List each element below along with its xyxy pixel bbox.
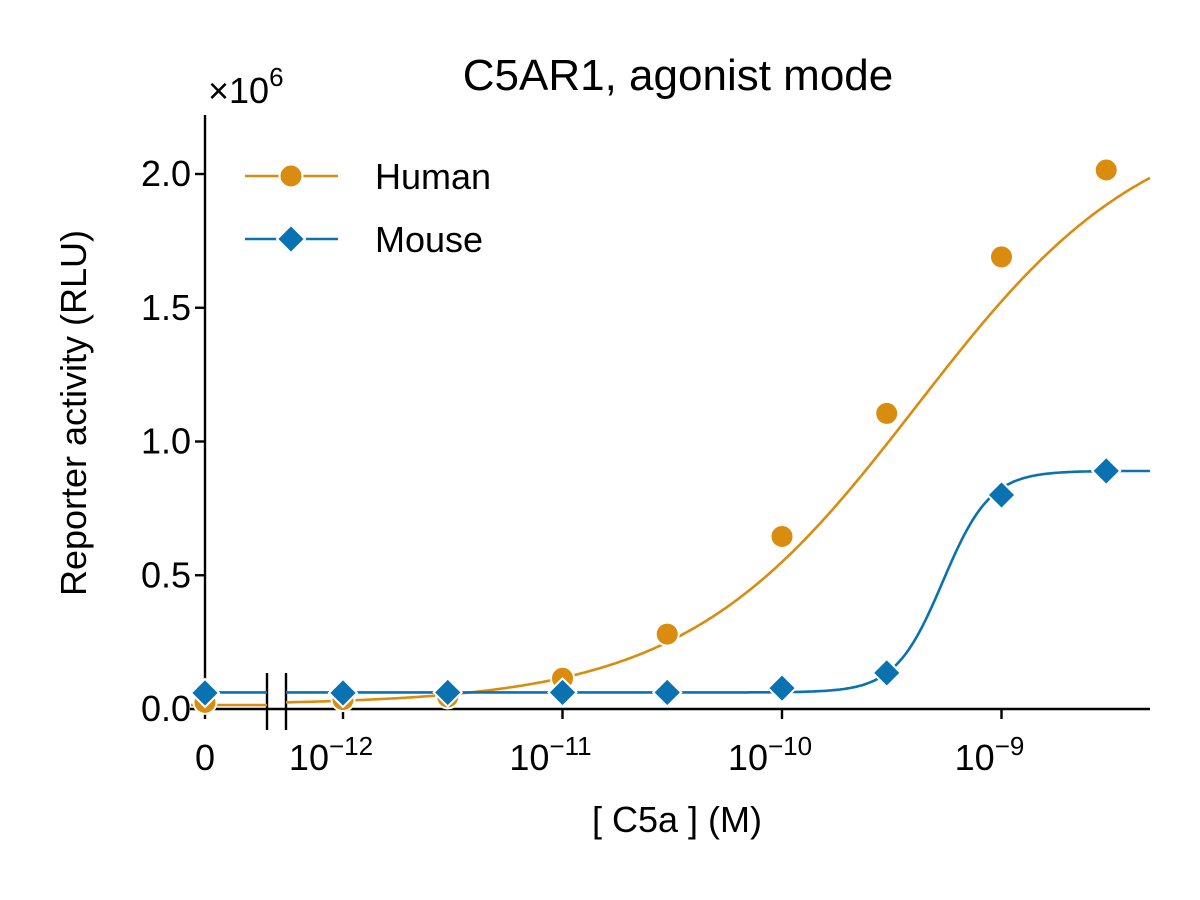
human-data-point <box>1093 157 1119 183</box>
y-tick-label: 1.0 <box>141 421 191 462</box>
x-axis-label: [ C5a ] (M) <box>592 799 762 840</box>
mouse-data-point <box>766 672 798 704</box>
x-tick-label: 10−9 <box>955 731 1025 778</box>
y-axis-label: Reporter activity (RLU) <box>53 230 94 596</box>
legend-label-human: Human <box>375 156 491 197</box>
y-multiplier-base: ×10 <box>208 70 269 111</box>
mouse-fit-curve <box>286 469 1150 694</box>
x-tick-exponent: −11 <box>549 731 591 761</box>
y-tick-label: 0.0 <box>141 688 191 729</box>
x-tick-label: 10−10 <box>728 731 812 778</box>
mouse-data-point <box>432 677 464 708</box>
x-tick-exponent: −9 <box>995 731 1025 761</box>
y-tick-label: 0.5 <box>141 554 191 595</box>
y-multiplier-label: ×106 <box>208 62 284 111</box>
mouse-data-point <box>189 677 221 709</box>
x-tick-base: 10 <box>289 737 329 778</box>
chart-title: C5AR1, agonist mode <box>463 51 893 100</box>
legend: Human Mouse <box>245 156 491 260</box>
y-tick-label: 1.5 <box>141 287 191 328</box>
plot-area: 0.00.51.01.52.00 10−12 10−11 10−10 10−9 <box>141 115 1151 778</box>
y-multiplier-exponent: 6 <box>269 62 283 92</box>
human-data-point <box>989 244 1014 270</box>
x-tick-base: 10 <box>728 737 768 778</box>
mouse-data-point <box>1090 455 1122 487</box>
legend-label-mouse: Mouse <box>375 219 483 260</box>
x-tick-label: 10−11 <box>509 731 591 778</box>
x-tick-exponent: −10 <box>768 731 812 761</box>
legend-marker-human <box>278 163 304 189</box>
y-tick-label: 2.0 <box>141 153 191 194</box>
human-fit-curve <box>285 176 1151 704</box>
legend-marker-mouse <box>275 223 307 255</box>
mouse-data-point <box>651 677 683 708</box>
mouse-data-point <box>986 479 1017 511</box>
human-data-point <box>769 523 795 549</box>
x-tick-base: 10 <box>955 737 995 778</box>
x-tick-label-zero: 0 <box>195 737 215 778</box>
human-data-point <box>654 621 680 647</box>
mouse-data-point <box>871 657 903 689</box>
x-tick-base: 10 <box>509 737 549 778</box>
mouse-data-point <box>547 677 578 708</box>
x-tick-label: 10−12 <box>289 731 373 778</box>
human-data-point <box>874 400 900 426</box>
x-tick-exponent: −12 <box>329 731 373 761</box>
mouse-data-point <box>327 677 359 709</box>
